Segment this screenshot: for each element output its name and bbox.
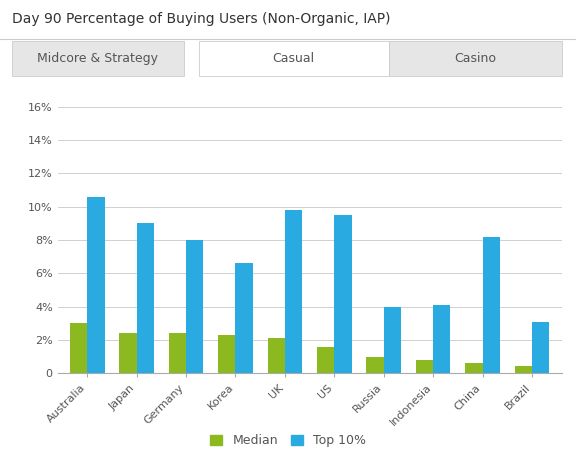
Bar bbox=[317, 347, 334, 373]
Bar bbox=[483, 236, 500, 373]
Bar bbox=[169, 333, 186, 373]
Bar bbox=[416, 360, 433, 373]
Legend: Median, Top 10%: Median, Top 10% bbox=[205, 430, 371, 452]
Text: Day 90 Percentage of Buying Users (Non-Organic, IAP): Day 90 Percentage of Buying Users (Non-O… bbox=[12, 12, 390, 25]
Bar bbox=[218, 335, 236, 373]
Bar bbox=[119, 333, 137, 373]
Bar bbox=[137, 223, 154, 373]
Bar bbox=[532, 322, 550, 373]
Text: Midcore & Strategy: Midcore & Strategy bbox=[37, 52, 158, 65]
Text: Casual: Casual bbox=[272, 52, 315, 65]
Bar bbox=[366, 357, 384, 373]
Bar bbox=[285, 210, 302, 373]
Bar bbox=[268, 338, 285, 373]
Bar bbox=[236, 263, 253, 373]
Bar bbox=[465, 363, 483, 373]
Bar bbox=[70, 323, 87, 373]
Bar bbox=[334, 215, 351, 373]
Bar bbox=[384, 307, 401, 373]
Bar bbox=[515, 366, 532, 373]
Bar bbox=[186, 240, 203, 373]
Bar bbox=[433, 305, 450, 373]
Bar bbox=[87, 197, 104, 373]
Text: Casino: Casino bbox=[454, 52, 496, 65]
